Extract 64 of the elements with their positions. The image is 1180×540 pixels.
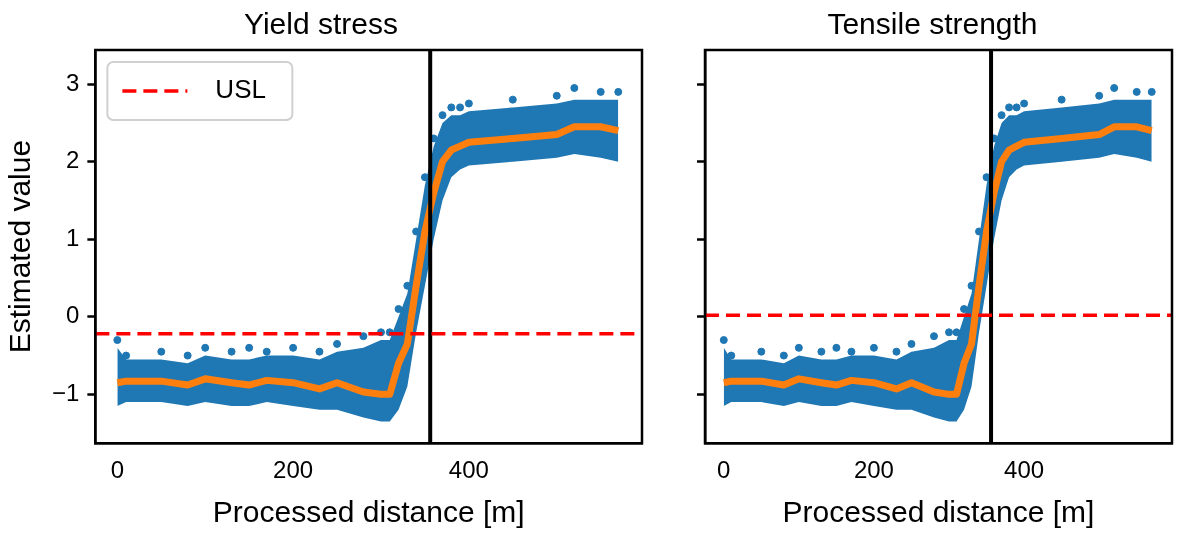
point	[907, 339, 916, 348]
chart-title: Tensile strength	[827, 7, 1038, 41]
point	[1020, 99, 1029, 108]
point	[1110, 84, 1119, 92]
point	[227, 347, 236, 356]
point	[456, 103, 465, 112]
point	[1005, 103, 1014, 112]
point	[315, 347, 324, 356]
point	[438, 111, 447, 120]
point	[1095, 91, 1104, 100]
point	[869, 343, 878, 352]
point	[570, 84, 579, 92]
point	[1147, 87, 1156, 96]
point	[262, 347, 271, 356]
x-tick-label: 0	[717, 456, 731, 484]
point	[779, 351, 788, 360]
y-tick-label: 2	[66, 146, 80, 174]
legend-label: USL	[215, 74, 266, 105]
point	[552, 91, 561, 100]
point	[794, 343, 803, 352]
point	[333, 339, 342, 348]
point	[1057, 95, 1066, 104]
y-tick-label: 0	[66, 301, 80, 329]
point	[719, 336, 728, 345]
point	[757, 347, 766, 356]
point	[201, 343, 210, 352]
x-tick-label: 400	[1004, 456, 1045, 484]
y-axis-title: Estimated value	[3, 139, 37, 354]
point	[245, 343, 254, 352]
point	[113, 336, 122, 345]
point	[289, 343, 298, 352]
y-tick-label: 1	[66, 223, 80, 251]
point	[847, 347, 856, 356]
x-axis-title: Processed distance [m]	[782, 495, 1095, 529]
y-tick-label: −1	[51, 378, 80, 406]
y-tick-label: 3	[66, 68, 80, 96]
point	[892, 347, 901, 356]
point	[817, 347, 826, 356]
point	[1012, 103, 1021, 112]
point	[930, 332, 938, 341]
point	[596, 87, 605, 96]
x-tick-label: 200	[853, 456, 894, 484]
point	[997, 111, 1006, 120]
x-tick-label: 200	[273, 456, 314, 484]
chart-title: Yield stress	[244, 7, 398, 41]
point	[394, 305, 403, 314]
point	[945, 328, 954, 337]
x-tick-label: 0	[110, 456, 125, 484]
point	[359, 332, 368, 341]
x-axis-title: Processed distance [m]	[212, 495, 525, 529]
point	[420, 173, 429, 182]
point	[614, 87, 623, 96]
point	[447, 103, 456, 112]
point	[508, 95, 517, 104]
point	[952, 328, 961, 337]
point	[960, 305, 969, 314]
point	[122, 351, 131, 360]
point	[157, 347, 166, 356]
x-tick-label: 400	[448, 456, 489, 484]
point	[464, 99, 473, 108]
point	[832, 343, 841, 352]
point	[1132, 87, 1141, 96]
point	[183, 351, 192, 360]
point	[727, 351, 736, 360]
